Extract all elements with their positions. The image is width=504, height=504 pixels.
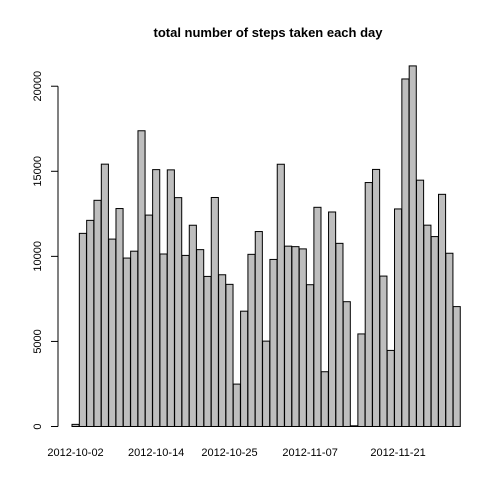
bar-2012-11-06: [306, 284, 315, 427]
y-tick-label: 20000: [32, 71, 44, 102]
bar-2012-11-13: [342, 301, 351, 427]
bar-2012-10-17: [174, 197, 183, 427]
bar-2012-10-06: [100, 163, 109, 427]
bar-2012-10-19: [188, 224, 197, 427]
bar-2012-11-17: [364, 182, 373, 427]
bar-2012-11-05: [298, 248, 307, 427]
bar-2012-10-09: [115, 208, 124, 427]
bar-2012-10-27: [247, 253, 256, 427]
bar-2012-10-16: [166, 169, 175, 428]
bar-2012-10-07: [108, 238, 117, 427]
bar-2012-10-21: [203, 275, 212, 428]
bar-2012-10-18: [181, 254, 190, 427]
bar-2012-10-24: [225, 283, 234, 427]
bar-2012-11-11: [328, 211, 337, 427]
bar-2012-10-22: [210, 196, 219, 427]
bar-2012-10-30: [269, 258, 278, 427]
bar-2012-10-15: [159, 253, 168, 427]
x-tick-label: 2012-10-02: [47, 447, 103, 459]
bar-2012-11-08: [320, 371, 329, 428]
bar-2012-10-04: [86, 219, 95, 427]
bar-2012-11-03: [291, 246, 300, 427]
bar-2012-11-22: [401, 78, 410, 428]
bar-2012-11-21: [394, 208, 403, 427]
x-tick-label: 2012-11-21: [370, 447, 425, 459]
y-tick-label: 10000: [32, 241, 44, 272]
bar-2012-11-23: [408, 65, 417, 427]
bar-2012-10-23: [218, 274, 227, 427]
bar-2012-10-03: [78, 232, 87, 427]
bar-2012-10-10: [122, 257, 131, 427]
x-tick-label: 2012-10-25: [201, 447, 257, 459]
bar-2012-10-14: [152, 169, 161, 427]
y-tick-label: 15000: [32, 156, 44, 187]
y-tick-label: 0: [32, 423, 44, 429]
bar-2012-10-28: [254, 231, 263, 427]
bar-2012-11-29: [452, 306, 461, 428]
y-tick-label: 5000: [32, 329, 44, 353]
bar-2012-10-20: [196, 249, 205, 427]
bar-2012-10-31: [276, 163, 285, 427]
bar-2012-11-18: [372, 168, 381, 427]
bars-group: [71, 65, 461, 428]
bar-2012-11-19: [379, 275, 388, 427]
bar-2012-11-28: [445, 252, 454, 427]
x-tick-label: 2012-11-07: [282, 447, 337, 459]
bar-2012-10-02: [71, 423, 80, 427]
x-tick-label: 2012-10-14: [128, 447, 184, 459]
bar-2012-11-20: [386, 349, 395, 427]
x-axis: 2012-10-02 2012-10-14 2012-10-25 2012-11-07…: [47, 447, 425, 459]
y-axis: 0 5000 10000 15000 20000: [32, 71, 59, 430]
bar-2012-11-02: [284, 245, 293, 427]
bar-2012-11-12: [335, 242, 344, 427]
bar-2012-10-11: [130, 250, 139, 427]
bar-2012-11-07: [313, 206, 322, 427]
bar-2012-10-05: [93, 199, 102, 427]
bar-2012-10-25: [232, 383, 241, 428]
chart-title: total number of steps taken each day: [153, 25, 383, 40]
bar-2012-10-26: [240, 310, 249, 427]
bar-2012-11-26: [430, 236, 439, 427]
bar-2012-11-27: [438, 193, 447, 427]
bar-2012-11-24: [416, 179, 425, 427]
bar-2012-11-15: [350, 425, 359, 427]
bar-2012-10-13: [144, 214, 153, 427]
bar-2012-10-29: [262, 340, 271, 427]
bar-2012-11-16: [357, 333, 366, 427]
bar-2012-10-12: [137, 130, 146, 427]
bar-2012-11-25: [423, 224, 432, 427]
